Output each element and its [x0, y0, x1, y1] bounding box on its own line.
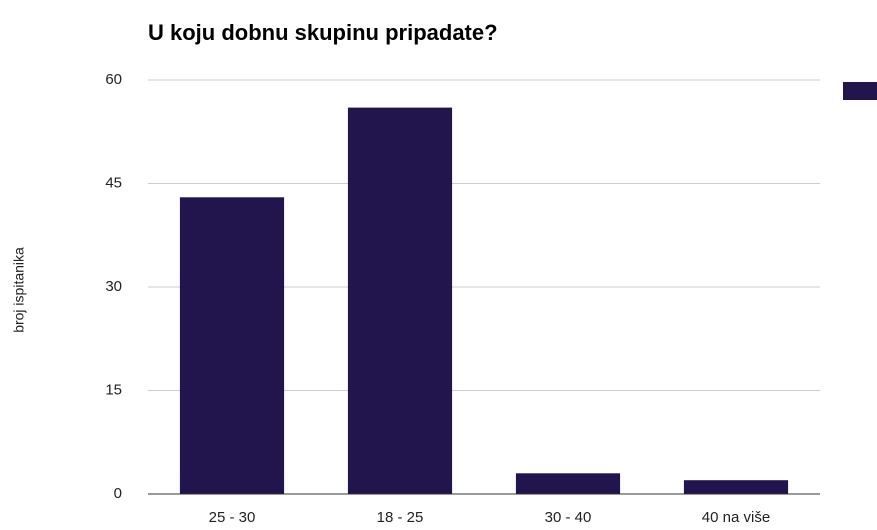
x-tick-label: 40 na više [702, 509, 770, 526]
x-tick-label: 30 - 40 [545, 509, 592, 526]
bar [179, 197, 285, 495]
bar [347, 107, 453, 494]
chart-title: U koju dobnu skupinu pripadate? [148, 20, 498, 45]
x-tick-label: 18 - 25 [377, 509, 424, 526]
y-tick-label: 60 [105, 71, 122, 88]
legend-swatch [843, 82, 877, 100]
y-axis-label: broj ispitanika [11, 247, 27, 333]
bar [515, 473, 621, 494]
y-tick-label: 15 [105, 381, 122, 398]
y-tick-label: 30 [105, 278, 122, 295]
y-tick-label: 45 [105, 174, 122, 191]
y-tick-label: 0 [114, 485, 122, 502]
bar [683, 480, 789, 494]
x-tick-label: 25 - 30 [209, 509, 256, 526]
